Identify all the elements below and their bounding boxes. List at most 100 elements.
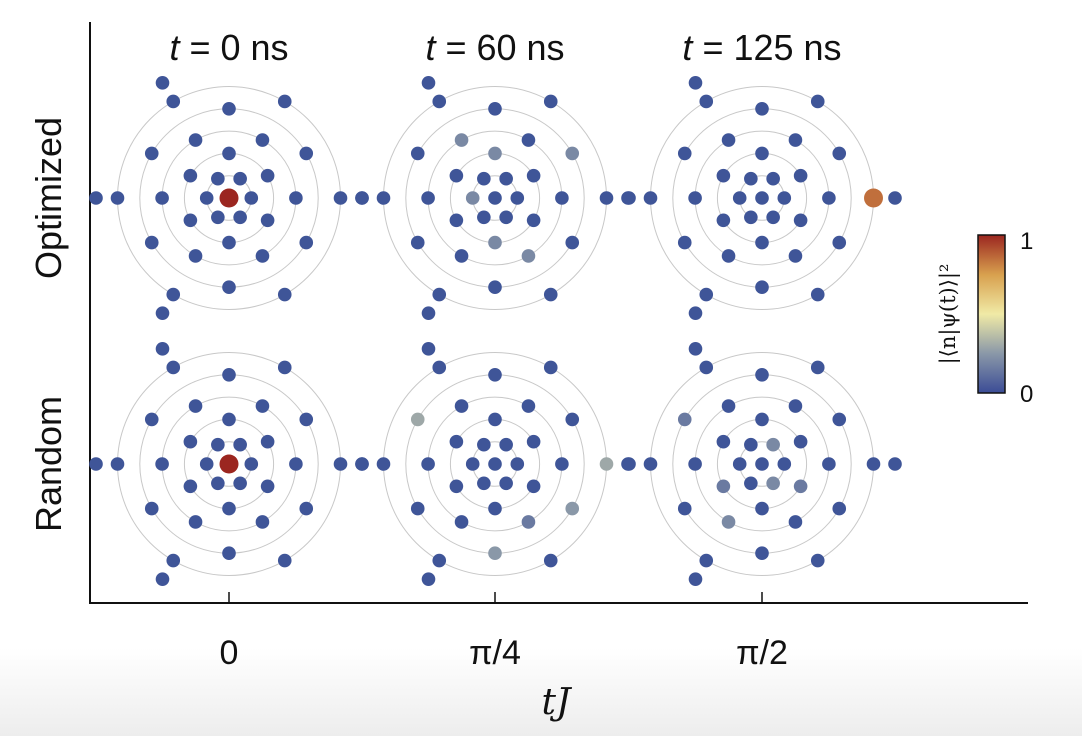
panel-1-site-r1-a4 xyxy=(477,210,491,225)
panel-3-site-r3-a2 xyxy=(188,399,203,413)
panel-5-site-r3-a0 xyxy=(822,457,836,471)
panel-4-site-r4-a3 xyxy=(410,501,425,516)
panel-1-site-r1-a2 xyxy=(477,171,491,186)
panel-0-site-center xyxy=(219,188,239,208)
panel-4-site-r3-a4 xyxy=(454,515,469,529)
panel-4-site-r4-a0 xyxy=(565,412,580,427)
panel-1-site-r3-a1 xyxy=(521,133,536,147)
panel-1-site-r1-a1 xyxy=(499,171,513,186)
panel-0 xyxy=(89,76,369,320)
panel-5-site-r2-a4 xyxy=(755,501,769,516)
panel-3-site-center xyxy=(219,454,239,474)
panel-1-site-r2-a3 xyxy=(449,213,464,228)
panel-2-site-r2-a1 xyxy=(755,146,769,161)
panel-0-site-r2-a2 xyxy=(183,168,198,183)
panel-2-site-r1-a3 xyxy=(732,191,747,205)
panel-3-site-corner-0 xyxy=(155,342,170,356)
panel-4-site-corner-0 xyxy=(421,342,436,356)
colorbar xyxy=(977,234,1006,394)
panel-0-site-r3-a1 xyxy=(255,133,270,147)
panel-5-site-r1-a5 xyxy=(766,476,780,491)
panel-0-site-r2-a1 xyxy=(222,146,236,161)
panel-3-site-r4-a0 xyxy=(299,412,314,427)
panel-2-site-r5-a0 xyxy=(864,188,883,208)
panel-3-site-r2-a4 xyxy=(222,501,236,516)
panel-5-site-r5-a2 xyxy=(699,360,714,375)
panel-5-site-r2-a1 xyxy=(755,412,769,427)
panel-0-site-r2-a4 xyxy=(222,235,236,250)
panel-3-site-r5-a5 xyxy=(277,553,292,568)
panel-5-site-r3-a1 xyxy=(788,399,803,413)
panel-5-site-r2-a5 xyxy=(793,479,808,494)
panel-0-site-r3-a4 xyxy=(188,249,203,263)
panel-3-site-r1-a4 xyxy=(211,476,225,491)
panel-2-site-r4-a0 xyxy=(832,146,847,161)
panel-0-site-r3-a2 xyxy=(188,133,203,147)
panel-2-site-r4-a5 xyxy=(832,235,847,250)
panel-5-site-corner-0 xyxy=(688,342,703,356)
panel-2-site-r2-a0 xyxy=(793,168,808,183)
colorbar-label: |⟨n|ψ(t)⟩|² xyxy=(936,264,961,365)
panel-4-site-r3-a2 xyxy=(454,399,469,413)
panel-3-site-r2-a5 xyxy=(260,479,275,494)
panel-4-site-r5-a4 xyxy=(432,553,447,568)
panel-4-site-r4-a1 xyxy=(488,368,502,382)
panel-title-0: t = 0 ns xyxy=(169,27,288,68)
panel-4-site-r3-a0 xyxy=(555,457,569,471)
panel-1-site-r1-a5 xyxy=(499,210,513,225)
panel-4-site-r2-a3 xyxy=(449,479,464,494)
panel-3-site-r3-a1 xyxy=(255,399,270,413)
panel-0-site-r5-a1 xyxy=(277,94,292,109)
panel-1-site-r5-a3 xyxy=(376,191,391,205)
panel-0-site-r1-a3 xyxy=(199,191,214,205)
panel-4-site-r1-a3 xyxy=(465,457,480,471)
panel-4-site-r2-a5 xyxy=(526,479,541,494)
panel-4-site-r5-a1 xyxy=(543,360,558,375)
panel-0-site-r5-a0 xyxy=(333,191,348,205)
panel-0-site-r3-a3 xyxy=(155,191,169,205)
panel-1-site-r1-a3 xyxy=(465,191,480,205)
panel-2-site-r1-a5 xyxy=(766,210,780,225)
panel-1-site-r5-a5 xyxy=(543,287,558,302)
row-label-optimized: Optimized xyxy=(28,117,69,279)
panel-0-site-r5-a5 xyxy=(277,287,292,302)
panel-3-site-r3-a4 xyxy=(188,515,203,529)
panel-1-site-r3-a3 xyxy=(421,191,435,205)
panel-1-site-r3-a5 xyxy=(521,249,536,263)
panel-2-site-r4-a1 xyxy=(755,102,769,116)
panel-3-site-r1-a2 xyxy=(211,437,225,452)
panel-1-site-r2-a5 xyxy=(526,213,541,228)
panel-5-site-r2-a2 xyxy=(716,434,731,449)
panel-0-site-r5-a3 xyxy=(110,191,125,205)
panel-4-site-r2-a0 xyxy=(526,434,541,449)
x-tick-label-0: 0 xyxy=(220,634,239,672)
panel-2-site-r2-a5 xyxy=(793,213,808,228)
panel-2-site-r2-a2 xyxy=(716,168,731,183)
panel-3-site-r1-a5 xyxy=(233,476,247,491)
panel-0-site-r3-a0 xyxy=(289,191,303,205)
panel-5-site-r4-a1 xyxy=(755,368,769,382)
panel-3-site-r1-a1 xyxy=(233,437,247,452)
panel-3-site-r3-a5 xyxy=(255,515,270,529)
x-tick-label-1: π/4 xyxy=(469,634,521,672)
panel-1-site-r4-a0 xyxy=(565,146,580,161)
panel-2-site-r1-a1 xyxy=(766,171,780,186)
panel-title-2: t = 125 ns xyxy=(682,27,841,68)
panel-0-site-r4-a1 xyxy=(222,102,236,116)
panel-0-site-r2-a5 xyxy=(260,213,275,228)
panel-5-site-corner-1 xyxy=(688,572,703,586)
panel-0-site-r1-a2 xyxy=(211,171,225,186)
colorbar-min-label: 0 xyxy=(1020,381,1033,408)
panel-1-site-r2-a0 xyxy=(526,168,541,183)
panel-1-site-r4-a4 xyxy=(488,280,502,295)
panel-5-site-r5-a5 xyxy=(810,553,825,568)
panel-title-1: t = 60 ns xyxy=(425,27,564,68)
panel-0-site-r1-a4 xyxy=(211,210,225,225)
panel-1-site-center xyxy=(488,191,502,205)
panel-3-site-r2-a3 xyxy=(183,479,198,494)
panel-4-site-r3-a5 xyxy=(521,515,536,529)
panel-4-site-r4-a5 xyxy=(565,501,580,516)
panel-5-site-r3-a5 xyxy=(788,515,803,529)
x-axis-label: tJ xyxy=(542,682,573,723)
